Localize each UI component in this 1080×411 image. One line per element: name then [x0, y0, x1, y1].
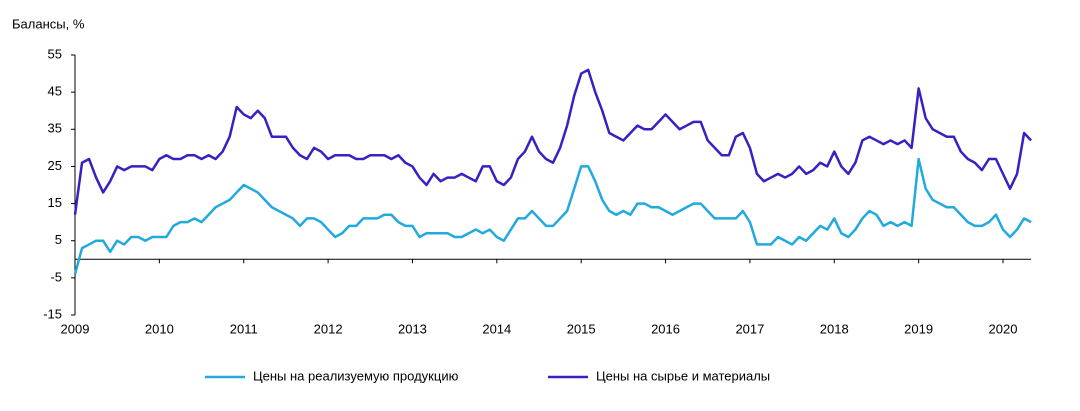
legend-label: Цены на сырье и материалы — [596, 368, 770, 383]
series-line — [73, 157, 1032, 275]
x-tick-label: 2018 — [820, 321, 849, 336]
y-tick-label: 45 — [48, 84, 62, 99]
x-tick-label: 2013 — [398, 321, 427, 336]
x-tick-label: 2011 — [230, 321, 258, 336]
x-tick-label: 2012 — [314, 321, 343, 336]
y-tick-label: 5 — [55, 232, 62, 247]
x-tick-label: 2014 — [482, 321, 511, 336]
y-tick-label: 35 — [48, 121, 62, 136]
y-tick-label: -15 — [43, 306, 62, 321]
y-axis-label: Балансы, % — [12, 16, 85, 31]
x-tick-label: 2020 — [989, 321, 1018, 336]
legend-label: Цены на реализуемую продукцию — [253, 368, 459, 383]
y-tick-label: 15 — [48, 195, 62, 210]
x-tick-label: 2010 — [145, 321, 174, 336]
y-tick-label: 25 — [48, 158, 62, 173]
series-line — [73, 68, 1033, 215]
x-tick-label: 2015 — [567, 321, 596, 336]
x-tick-label: 2017 — [735, 321, 764, 336]
y-tick-label: -5 — [50, 269, 62, 284]
y-tick-label: 55 — [48, 46, 62, 61]
x-tick-label: 2016 — [651, 321, 680, 336]
x-tick-label: 2019 — [904, 321, 933, 336]
x-tick-label: 2009 — [61, 321, 90, 336]
